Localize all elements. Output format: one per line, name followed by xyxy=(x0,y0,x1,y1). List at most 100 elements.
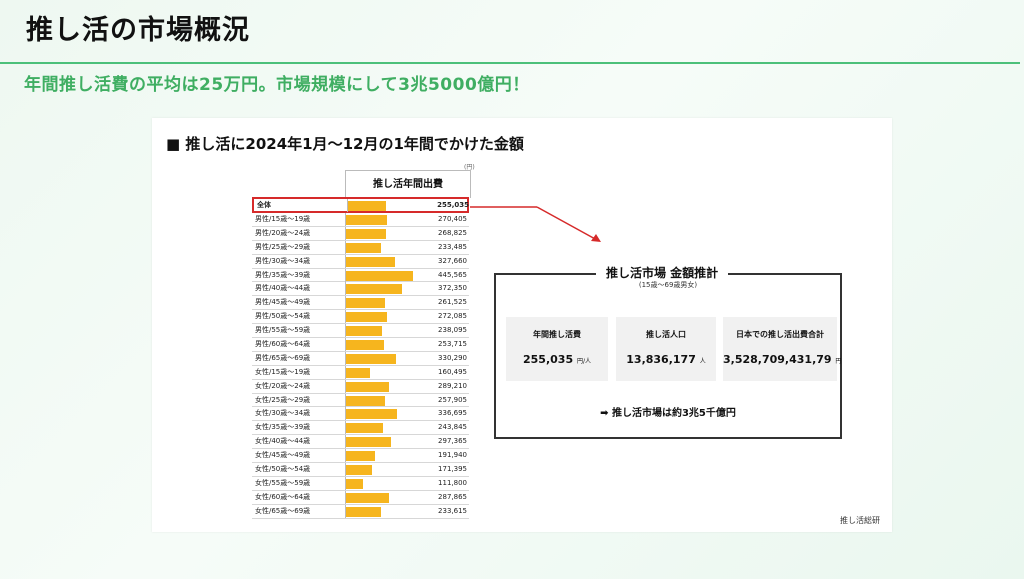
bar-cell: 233,615 xyxy=(345,504,470,518)
spend-bar xyxy=(346,478,363,489)
market-title: 推し活市場 金額推計 xyxy=(596,264,729,281)
callout-arrow xyxy=(470,206,601,242)
row-value: 233,485 xyxy=(438,242,467,251)
market-estimate-box: 推し活市場 金額推計 (15歳～69歳男女) 年間推し活費 255,035 円/… xyxy=(494,264,842,439)
table-row: 男性/65歳～69歳 330,290 xyxy=(252,351,470,366)
row-value: 270,405 xyxy=(438,215,467,223)
row-label: 女性/30歳～34歳 xyxy=(255,409,311,418)
row-value: 336,695 xyxy=(438,409,467,418)
spend-bar xyxy=(346,242,382,253)
row-value: 255,035 xyxy=(437,201,469,209)
row-value: 261,525 xyxy=(438,298,467,307)
source-credit: 推し活総研 xyxy=(840,516,880,525)
row-label: 男性/50歳～54歳 xyxy=(255,312,311,321)
table-row: 男性/60歳～64歳 253,715 xyxy=(252,338,469,352)
table-row: 女性/35歳～39歳 243,845 xyxy=(252,421,469,436)
bar-cell: 336,695 xyxy=(345,407,470,421)
market-result: ➡ 推し活市場は約3兆5千億円 xyxy=(600,408,736,419)
table-row: 男性/50歳～54歳 272,085 xyxy=(252,310,470,325)
stat-value: 13,836,177 人 xyxy=(626,353,706,366)
bar-cell: 111,800 xyxy=(345,476,470,490)
spend-bar xyxy=(346,284,402,295)
row-value: 289,210 xyxy=(438,381,467,390)
spend-table: 全体 255,035 男性/15歳～19歳 270,405 男性/20歳～24歳 268,… xyxy=(252,197,469,519)
bar-cell: 287,865 xyxy=(345,490,470,504)
row-label: 男性/30歳～34歳 xyxy=(255,256,311,265)
spend-bar xyxy=(346,492,390,503)
bar-cell: 261,525 xyxy=(345,296,470,310)
spend-bar xyxy=(346,340,385,351)
spend-bar xyxy=(346,437,391,448)
table-row: 男性/55歳～59歳 238,095 xyxy=(252,324,469,339)
table-row: 男性/15歳～19歳 270,405 xyxy=(252,213,469,227)
spend-bar xyxy=(348,201,387,211)
table-row-total: 全体 255,035 xyxy=(252,197,469,213)
panel-heading: ■ 推し活に2024年1月～12月の1年間でかけた金額 xyxy=(166,135,524,153)
row-label: 男性/35歳～39歳 xyxy=(255,270,311,279)
row-label: 女性/50歳～54歳 xyxy=(255,465,311,474)
bar-cell: 289,210 xyxy=(345,379,470,393)
spend-bar xyxy=(346,451,375,462)
row-value: 171,395 xyxy=(438,465,467,474)
row-value: 257,905 xyxy=(438,395,467,404)
bar-cell: 272,085 xyxy=(345,310,470,324)
spend-bar xyxy=(346,353,396,364)
bar-cell: 253,715 xyxy=(345,338,470,352)
table-row: 女性/55歳～59歳 111,800 xyxy=(252,476,470,491)
title-divider xyxy=(0,62,1020,64)
table-row: 女性/50歳～54歳 171,395 xyxy=(252,463,469,477)
bar-cell: 330,290 xyxy=(345,351,470,365)
spend-bar xyxy=(346,326,382,337)
row-value: 327,660 xyxy=(438,256,467,265)
row-label: 男性/60歳～64歳 xyxy=(255,340,311,349)
spend-bar xyxy=(346,256,396,267)
row-label: 女性/60歳～64歳 xyxy=(255,492,311,501)
row-label: 女性/15歳～19歳 xyxy=(255,367,311,376)
table-row: 女性/15歳～19歳 160,495 xyxy=(252,365,470,380)
unit-label: (円) xyxy=(464,164,475,171)
table-row: 女性/65歳～69歳 233,615 xyxy=(252,504,470,519)
stat-average-spend: 年間推し活費 255,035 円/人 xyxy=(506,317,608,381)
row-value: 268,825 xyxy=(438,228,467,237)
bar-cell: 160,495 xyxy=(345,365,470,379)
table-row: 男性/35歳～39歳 445,565 xyxy=(252,268,470,283)
market-subtitle: (15歳～69歳男女) xyxy=(638,281,698,289)
table-row: 女性/20歳～24歳 289,210 xyxy=(252,379,470,394)
infographic-panel: ■ 推し活に2024年1月～12月の1年間でかけた金額 (円) 推し活年間出費 … xyxy=(152,118,892,532)
row-label: 女性/20歳～24歳 xyxy=(255,381,311,390)
row-value: 160,495 xyxy=(438,367,467,376)
row-value: 297,365 xyxy=(438,437,467,446)
row-value: 445,565 xyxy=(438,270,467,279)
row-label: 女性/35歳～39歳 xyxy=(255,423,311,432)
spend-bar xyxy=(346,215,387,225)
spend-bar xyxy=(346,465,372,476)
row-label: 男性/40歳～44歳 xyxy=(255,284,311,293)
row-value: 233,615 xyxy=(438,506,467,515)
table-row: 男性/30歳～34歳 327,660 xyxy=(252,254,470,269)
stat-population: 推し活人口 13,836,177 人 xyxy=(616,317,716,381)
column-header: 推し活年間出費 xyxy=(345,170,471,198)
spend-bar xyxy=(346,506,382,517)
row-label: 男性/45歳～49歳 xyxy=(255,298,311,307)
spend-bar xyxy=(346,423,383,434)
spend-bar xyxy=(346,298,386,309)
table-row: 男性/20歳～24歳 268,825 xyxy=(252,226,469,241)
row-label: 男性/25歳～29歳 xyxy=(255,242,311,251)
row-value: 372,350 xyxy=(438,284,467,293)
stat-value: 3,528,709,431,79 円 xyxy=(723,353,842,366)
spend-bar xyxy=(346,367,371,378)
bar-cell: 327,660 xyxy=(345,254,470,268)
bar-cell: 255,035 xyxy=(347,199,472,212)
row-value: 191,940 xyxy=(438,451,467,460)
row-value: 330,290 xyxy=(438,353,467,362)
table-row: 女性/60歳～64歳 287,865 xyxy=(252,490,470,505)
bar-cell: 445,565 xyxy=(345,268,470,282)
bar-cell: 233,485 xyxy=(345,240,470,254)
bar-cell: 297,365 xyxy=(345,435,470,449)
spend-bar xyxy=(346,381,390,392)
page-title: 推し活の市場概況 xyxy=(26,15,250,46)
page-subtitle: 年間推し活費の平均は25万円。市場規模にして3兆5000億円！ xyxy=(24,75,530,95)
stat-label: 日本での推し活出費合計 xyxy=(736,330,824,339)
row-label: 女性/40歳～44歳 xyxy=(255,437,311,446)
table-row: 男性/25歳～29歳 233,485 xyxy=(252,240,470,255)
